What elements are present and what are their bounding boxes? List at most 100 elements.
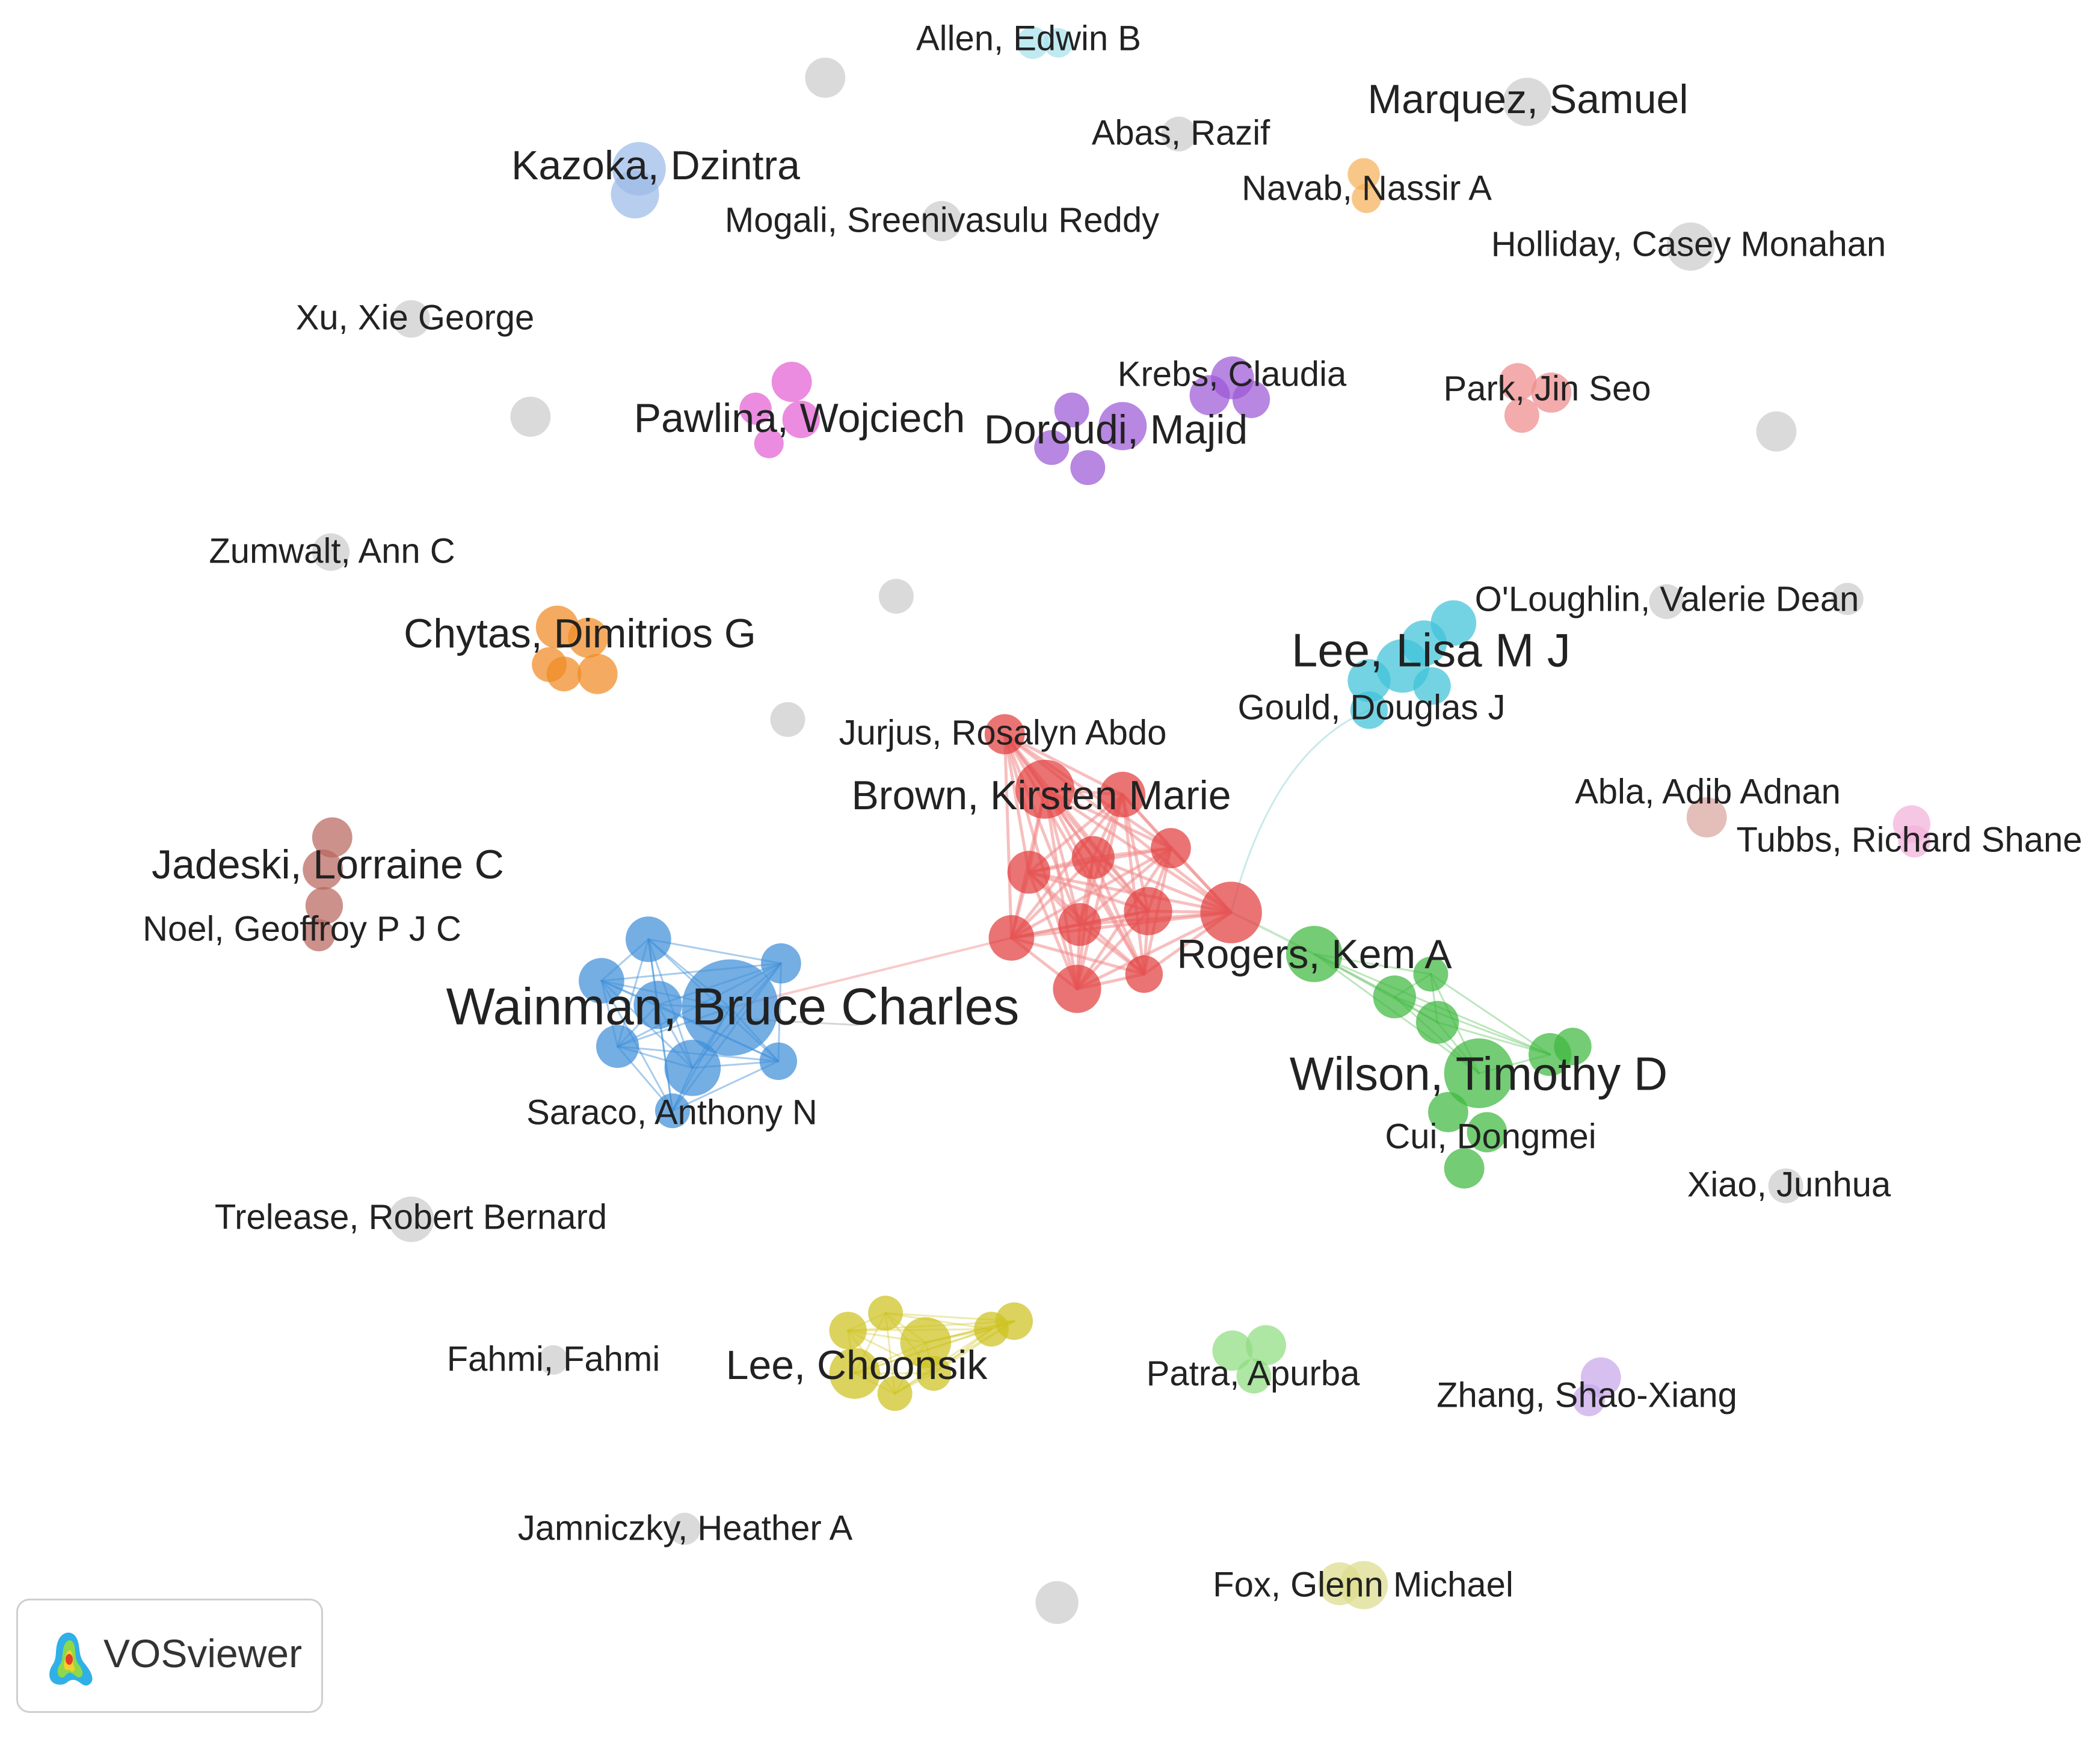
author-node[interactable] <box>1232 380 1270 418</box>
author-node[interactable] <box>568 617 609 658</box>
author-node[interactable] <box>668 1513 701 1545</box>
author-node[interactable] <box>878 579 914 614</box>
author-label[interactable]: Lee, Lisa M J <box>1292 624 1571 677</box>
author-node[interactable] <box>392 300 430 338</box>
author-node[interactable] <box>1100 771 1146 818</box>
author-label[interactable]: Park, Jin Seo <box>1444 369 1651 408</box>
author-node[interactable] <box>1015 759 1075 819</box>
author-node[interactable] <box>1831 582 1864 616</box>
author-node[interactable] <box>1666 222 1715 271</box>
author-node[interactable] <box>1286 925 1343 983</box>
author-node[interactable] <box>577 653 618 694</box>
author-node[interactable] <box>1071 836 1115 879</box>
author-node[interactable] <box>1350 691 1388 729</box>
author-node[interactable] <box>770 702 805 737</box>
author-node[interactable] <box>900 1317 952 1368</box>
author-label[interactable]: Wainman, Bruce Charles <box>446 978 1020 1036</box>
author-label[interactable]: Wilson, Timothy D <box>1290 1047 1667 1100</box>
author-node[interactable] <box>1017 26 1049 59</box>
author-node[interactable] <box>829 1348 881 1399</box>
author-node[interactable] <box>916 1356 952 1391</box>
author-label[interactable]: Tubbs, Richard Shane <box>1737 820 2083 859</box>
author-node[interactable] <box>739 392 772 425</box>
author-node[interactable] <box>771 362 812 403</box>
author-node[interactable] <box>1200 881 1262 943</box>
author-node[interactable] <box>546 656 582 692</box>
author-label[interactable]: Navab, Nassir A <box>1242 168 1492 208</box>
author-node[interactable] <box>974 1312 1009 1347</box>
author-node[interactable] <box>984 714 1025 754</box>
author-label[interactable]: Pawlina, Wojciech <box>634 395 965 441</box>
author-label[interactable]: Zumwalt, Ann C <box>209 531 455 570</box>
author-node[interactable] <box>1413 667 1451 705</box>
author-node[interactable] <box>1347 659 1391 702</box>
author-node[interactable] <box>1150 828 1191 869</box>
author-label[interactable]: Fox, Glenn Michael <box>1213 1565 1513 1604</box>
author-label[interactable]: Rogers, Kem A <box>1177 931 1452 977</box>
author-label[interactable]: Kazoka, Dzintra <box>511 143 800 188</box>
author-node[interactable] <box>1572 1384 1605 1416</box>
author-label[interactable]: Trelease, Robert Bernard <box>215 1197 607 1236</box>
author-label[interactable]: Noel, Geoffroy P J C <box>143 909 461 948</box>
author-node[interactable] <box>868 1295 903 1331</box>
author-node[interactable] <box>1098 402 1147 451</box>
author-node[interactable] <box>1756 411 1797 452</box>
author-label[interactable]: Fahmi, Fahmi <box>447 1339 660 1378</box>
author-node[interactable] <box>760 943 801 984</box>
author-label[interactable]: Xu, Xie George <box>296 298 535 337</box>
author-node[interactable] <box>1554 1028 1592 1066</box>
author-node[interactable] <box>664 1040 721 1096</box>
author-node[interactable] <box>1070 450 1106 486</box>
author-node[interactable] <box>538 1345 568 1375</box>
author-node[interactable] <box>1236 1359 1272 1394</box>
author-node[interactable] <box>1352 184 1382 214</box>
author-node[interactable] <box>388 1196 434 1242</box>
author-node[interactable] <box>1246 1325 1286 1366</box>
author-node[interactable] <box>626 916 671 962</box>
author-node[interactable] <box>596 1025 639 1068</box>
author-node[interactable] <box>1413 957 1449 992</box>
author-node[interactable] <box>1058 902 1101 946</box>
author-node[interactable] <box>1504 398 1539 433</box>
author-label[interactable]: Brown, Kirsten Marie <box>851 773 1231 818</box>
author-node[interactable] <box>1531 372 1572 413</box>
author-label[interactable]: Abas, Razif <box>1092 113 1270 152</box>
author-node[interactable] <box>1007 851 1050 894</box>
author-label[interactable]: Holliday, Casey Monahan <box>1491 224 1886 264</box>
author-label[interactable]: Patra, Apurba <box>1147 1354 1360 1393</box>
author-node[interactable] <box>1340 1561 1388 1609</box>
author-node[interactable] <box>1444 1148 1485 1189</box>
author-label[interactable]: Saraco, Anthony N <box>526 1093 818 1132</box>
author-node[interactable] <box>312 533 350 571</box>
author-label[interactable]: Marquez, Samuel <box>1368 76 1689 122</box>
author-node[interactable] <box>1347 158 1380 191</box>
author-label[interactable]: Jurjus, Rosalyn Abdo <box>839 713 1167 752</box>
author-label[interactable]: Krebs, Claudia <box>1118 354 1347 393</box>
author-node[interactable] <box>1035 1581 1079 1624</box>
author-node[interactable] <box>829 1312 867 1350</box>
author-node[interactable] <box>303 849 343 890</box>
author-label[interactable]: Allen, Edwin B <box>916 19 1141 58</box>
author-node[interactable] <box>1415 1001 1459 1044</box>
author-node[interactable] <box>1467 1112 1507 1153</box>
author-node[interactable] <box>1373 975 1416 1019</box>
author-node[interactable] <box>1686 797 1727 838</box>
author-node[interactable] <box>579 958 624 1004</box>
author-label[interactable]: Xiao, Junhua <box>1687 1165 1891 1204</box>
author-node[interactable] <box>1444 1038 1514 1108</box>
author-node[interactable] <box>1124 887 1172 936</box>
author-node[interactable] <box>682 959 778 1056</box>
author-label[interactable]: Jadeski, Lorraine C <box>152 842 504 887</box>
author-node[interactable] <box>1768 1168 1803 1203</box>
author-node[interactable] <box>633 981 682 1029</box>
author-node[interactable] <box>1499 363 1537 401</box>
author-label[interactable]: Lee, Choonsik <box>726 1342 988 1388</box>
author-label[interactable]: Zhang, Shao-Xiang <box>1436 1375 1737 1415</box>
author-node[interactable] <box>754 428 784 458</box>
author-node[interactable] <box>1034 430 1070 465</box>
author-label[interactable]: Abla, Adib Adnan <box>1575 772 1841 811</box>
author-node[interactable] <box>1649 584 1684 619</box>
author-node[interactable] <box>312 817 353 858</box>
author-node[interactable] <box>1043 28 1073 58</box>
